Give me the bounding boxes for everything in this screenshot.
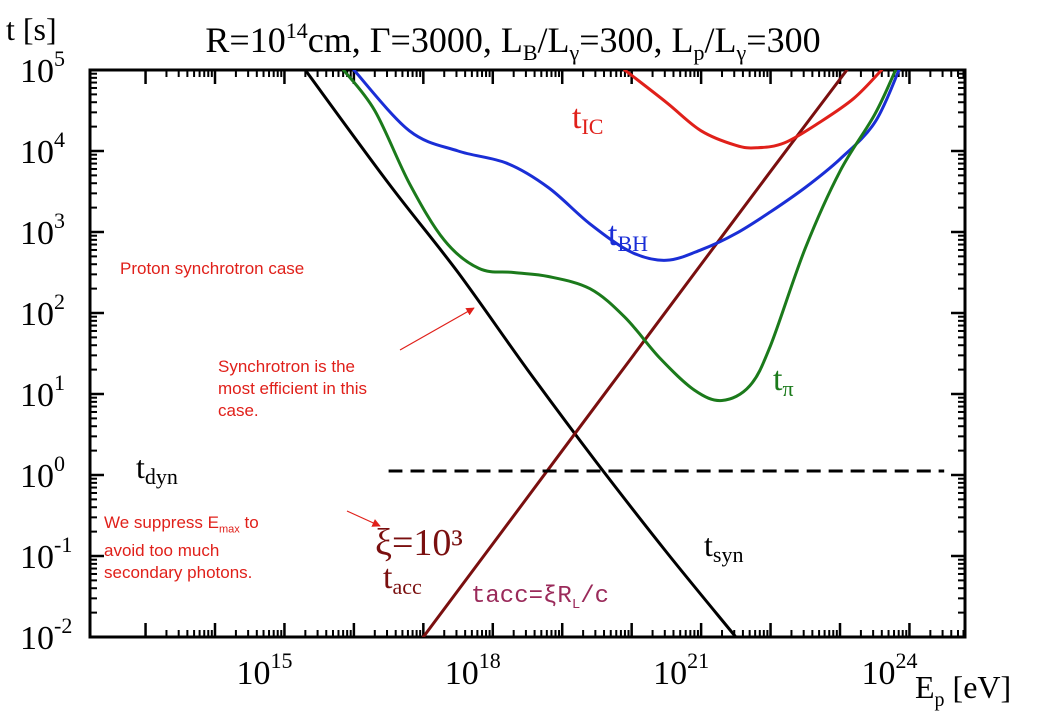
label-tBH: tBH: [608, 216, 648, 256]
suppress-arrow: [346, 510, 381, 527]
xi-label: ξ=10³: [375, 522, 463, 564]
series-line-acc: [421, 70, 849, 637]
label-tIC: tIC: [572, 99, 603, 139]
series-line-BH: [352, 70, 901, 262]
note-proton-synchrotron-case: Proton synchrotron case: [120, 259, 305, 278]
series-line-IC: [623, 70, 884, 150]
y-tick-label: 10-1: [20, 532, 72, 576]
note-sync-line-2: most efficient in this: [218, 379, 367, 398]
label-tsyn: tsyn: [704, 527, 743, 567]
x-tick-label: 1015: [236, 648, 292, 692]
plot-frame: [88, 68, 967, 639]
y-tick-label: 100: [20, 451, 65, 495]
chart-title: R=1014cm, Γ=3000, LB/Lγ=300, Lp/Lγ=300: [205, 18, 820, 65]
series-line-syn: [303, 70, 738, 637]
y-tick-label: 102: [20, 289, 65, 333]
note-sync-line-1: Synchrotron is the: [218, 357, 356, 376]
y-tick-label: 105: [20, 46, 65, 90]
y-tick-label: 104: [20, 127, 65, 171]
y-axis-label: t [s]: [6, 11, 57, 47]
label-tacc: tacc: [383, 559, 422, 599]
x-axis-label: Ep [eV]: [915, 669, 1011, 711]
x-tick-label: 1024: [861, 648, 917, 692]
label-tdyn: tdyn: [136, 449, 178, 489]
note-synchrotron-efficient: Synchrotron is the most efficient in thi…: [218, 356, 367, 422]
series-line-pi: [342, 70, 898, 403]
x-tick-label: 1018: [445, 648, 501, 692]
axis-ticks: [90, 68, 965, 639]
sync-arrow: [399, 307, 475, 351]
formula-label: tacc=ξRL/c: [471, 583, 609, 613]
note-sync-line-3: case.: [218, 401, 259, 420]
note-suppress-emax: We suppress Emax to avoid too much secon…: [104, 512, 259, 584]
tick-labels: 1015 1018 1021 1024 105 104 103 102 101 100 10-1 10…: [20, 46, 917, 692]
x-tick-label: 1021: [653, 648, 709, 692]
y-tick-label: 103: [20, 208, 65, 252]
note-suppress-line-3: secondary photons.: [104, 563, 253, 583]
note-suppress-line-2: avoid too much: [104, 541, 220, 561]
label-tpi: tπ: [773, 361, 794, 401]
series-layer: [303, 70, 945, 637]
note-suppress-line-1: We suppress Emax to: [104, 513, 259, 536]
y-tick-label: 101: [20, 370, 65, 414]
y-tick-label: 10-2: [20, 613, 72, 657]
